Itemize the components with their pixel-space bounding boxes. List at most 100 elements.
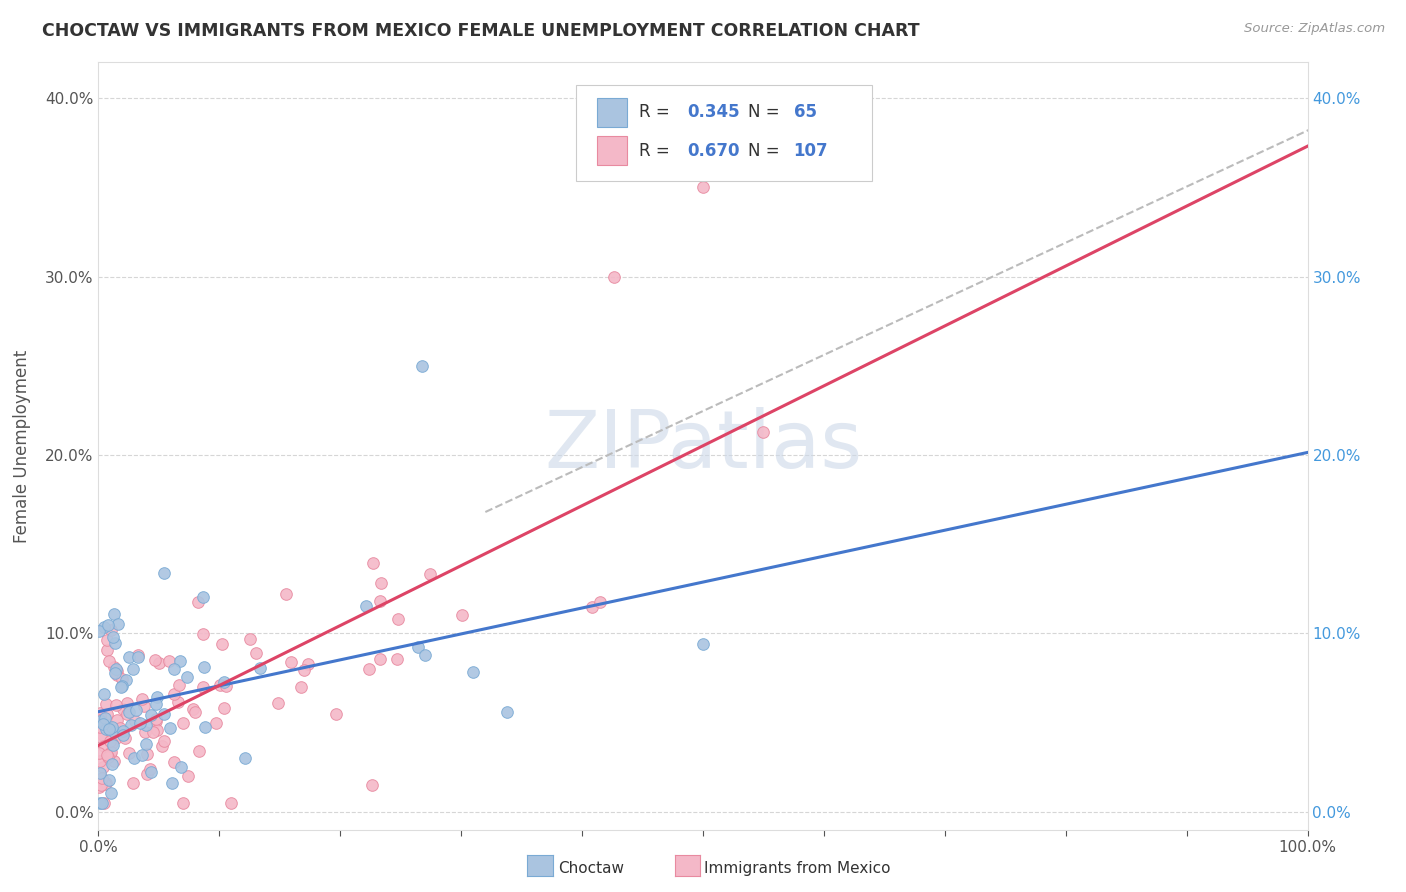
Point — [87, 624, 110, 639]
Point — [249, 661, 271, 675]
Point — [105, 667, 128, 681]
Point — [145, 712, 167, 726]
Point — [100, 736, 122, 750]
Point — [170, 760, 193, 774]
Text: Source: ZipAtlas.com: Source: ZipAtlas.com — [1244, 22, 1385, 36]
Point — [163, 755, 186, 769]
Point — [132, 699, 155, 714]
Point — [124, 714, 146, 729]
Point — [245, 646, 267, 660]
Point — [105, 664, 128, 678]
Point — [89, 780, 111, 794]
Point — [581, 599, 603, 614]
Point — [89, 796, 111, 810]
Point — [274, 587, 297, 601]
Text: 0.670: 0.670 — [688, 142, 740, 160]
Point — [115, 706, 138, 721]
Point — [111, 679, 134, 693]
Point — [463, 665, 485, 679]
Point — [93, 796, 115, 810]
Point — [205, 716, 228, 731]
Point — [160, 776, 183, 790]
Point — [131, 748, 153, 763]
Point — [496, 705, 519, 719]
Point — [103, 725, 125, 739]
Point — [413, 648, 436, 662]
Point — [370, 652, 392, 666]
Point — [194, 720, 217, 734]
Point — [94, 711, 117, 725]
Point — [135, 737, 157, 751]
Point — [163, 662, 186, 676]
Point — [411, 359, 433, 373]
Point — [167, 677, 190, 691]
Point — [100, 720, 122, 734]
Point — [101, 738, 124, 752]
Point — [118, 706, 141, 720]
Point — [100, 746, 122, 760]
Point — [292, 663, 315, 677]
Point — [114, 731, 136, 745]
Point — [692, 180, 714, 194]
Point — [212, 700, 235, 714]
Point — [153, 566, 176, 580]
Point — [191, 627, 214, 641]
Point — [127, 648, 149, 662]
Point — [96, 632, 118, 647]
Point — [90, 779, 112, 793]
Point — [103, 659, 125, 673]
Point — [148, 657, 170, 671]
Point — [93, 687, 115, 701]
Point — [136, 747, 159, 762]
Point — [692, 636, 714, 650]
Point — [280, 655, 302, 669]
Point — [136, 767, 159, 781]
Point — [172, 796, 194, 810]
Point — [134, 725, 156, 739]
Point — [118, 746, 141, 760]
Point — [100, 623, 122, 637]
Point — [145, 714, 167, 729]
Point — [157, 654, 180, 668]
Point — [181, 702, 204, 716]
Point — [90, 730, 112, 744]
Point — [356, 599, 378, 613]
Text: 107: 107 — [794, 142, 828, 160]
Point — [188, 744, 211, 758]
Text: R =: R = — [638, 142, 675, 160]
Point — [297, 657, 319, 671]
Point — [451, 607, 474, 622]
Text: N =: N = — [748, 103, 779, 121]
Point — [267, 696, 290, 710]
Point — [193, 660, 215, 674]
FancyBboxPatch shape — [596, 136, 627, 165]
Point — [145, 653, 167, 667]
Point — [112, 724, 135, 739]
Point — [91, 760, 114, 774]
Point — [122, 662, 145, 676]
Point — [177, 769, 200, 783]
Point — [370, 575, 392, 590]
Point — [153, 733, 176, 747]
Point — [96, 707, 118, 722]
Point — [139, 764, 162, 779]
Point — [406, 640, 429, 654]
Point — [111, 728, 134, 742]
Point — [97, 722, 120, 736]
Point — [159, 721, 181, 735]
Point — [94, 723, 117, 737]
Point — [91, 728, 114, 742]
FancyBboxPatch shape — [576, 86, 872, 181]
Point — [142, 725, 165, 739]
Point — [191, 680, 214, 694]
Point — [110, 680, 132, 694]
Point — [101, 630, 124, 644]
Point — [96, 748, 118, 763]
Point — [172, 716, 194, 731]
Point — [239, 632, 262, 646]
Point — [127, 650, 149, 665]
Point — [94, 698, 117, 712]
Point — [98, 747, 121, 761]
Point — [120, 718, 142, 732]
Point — [361, 778, 384, 792]
